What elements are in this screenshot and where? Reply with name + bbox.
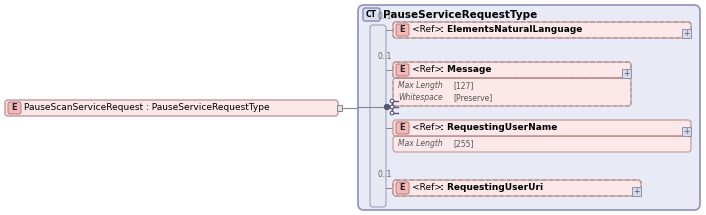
Text: E: E xyxy=(400,123,405,132)
Circle shape xyxy=(390,99,394,103)
Circle shape xyxy=(385,104,390,109)
Bar xyxy=(632,187,641,196)
Text: Max Length: Max Length xyxy=(398,81,443,91)
FancyBboxPatch shape xyxy=(358,5,700,210)
FancyBboxPatch shape xyxy=(393,136,691,152)
Text: +: + xyxy=(683,29,690,38)
Circle shape xyxy=(390,111,394,115)
Text: E: E xyxy=(400,26,405,34)
Text: +: + xyxy=(623,69,630,78)
FancyBboxPatch shape xyxy=(370,25,386,207)
FancyBboxPatch shape xyxy=(396,122,409,134)
Text: : RequestingUserName: : RequestingUserName xyxy=(434,123,557,132)
FancyBboxPatch shape xyxy=(363,8,380,21)
FancyBboxPatch shape xyxy=(393,180,641,196)
FancyBboxPatch shape xyxy=(393,78,631,106)
Circle shape xyxy=(390,105,394,109)
Text: Whitespace: Whitespace xyxy=(398,94,443,103)
Text: [Preserve]: [Preserve] xyxy=(453,94,492,103)
Text: E: E xyxy=(12,103,18,112)
Bar xyxy=(682,29,691,38)
Text: CT: CT xyxy=(366,10,377,19)
Text: [255]: [255] xyxy=(453,140,474,149)
Text: PauseScanServiceRequest : PauseServiceRequestType: PauseScanServiceRequest : PauseServiceRe… xyxy=(24,103,270,112)
FancyBboxPatch shape xyxy=(396,64,409,76)
FancyBboxPatch shape xyxy=(393,22,691,38)
Text: +: + xyxy=(683,127,690,136)
FancyBboxPatch shape xyxy=(5,100,338,116)
Text: : ElementsNaturalLanguage: : ElementsNaturalLanguage xyxy=(434,26,582,34)
FancyBboxPatch shape xyxy=(393,120,691,136)
Bar xyxy=(622,69,631,78)
Bar xyxy=(682,127,691,136)
Text: <Ref>: <Ref> xyxy=(412,26,442,34)
Text: <Ref>: <Ref> xyxy=(412,183,442,192)
Bar xyxy=(337,105,342,111)
Text: PauseServiceRequestType: PauseServiceRequestType xyxy=(383,9,537,20)
FancyBboxPatch shape xyxy=(396,182,409,194)
Text: [127]: [127] xyxy=(453,81,474,91)
Text: 0..1: 0..1 xyxy=(377,12,391,21)
FancyBboxPatch shape xyxy=(396,24,409,36)
FancyBboxPatch shape xyxy=(8,102,21,114)
Text: : Message: : Message xyxy=(434,66,491,75)
Text: E: E xyxy=(400,183,405,192)
Text: E: E xyxy=(400,66,405,75)
Text: 0..1: 0..1 xyxy=(377,170,391,179)
Text: 0..1: 0..1 xyxy=(377,52,391,61)
Text: <Ref>: <Ref> xyxy=(412,66,442,75)
Text: +: + xyxy=(633,187,640,196)
Text: <Ref>: <Ref> xyxy=(412,123,442,132)
Text: Max Length: Max Length xyxy=(398,140,443,149)
FancyBboxPatch shape xyxy=(393,62,631,78)
Text: : RequestingUserUri: : RequestingUserUri xyxy=(434,183,543,192)
